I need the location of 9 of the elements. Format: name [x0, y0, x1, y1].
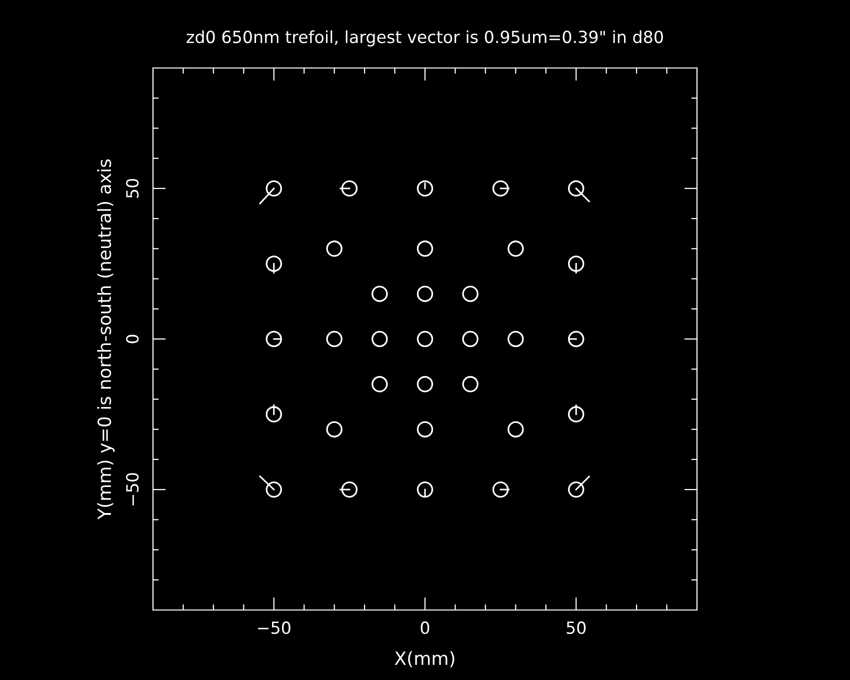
chart-title: zd0 650nm trefoil, largest vector is 0.95um=0.39" in d80 — [186, 30, 663, 46]
y-tick-label: −50 — [126, 473, 139, 506]
x-tick-label: −50 — [258, 621, 290, 634]
x-tick-label: 50 — [566, 621, 586, 634]
y-tick-label: 50 — [126, 178, 139, 198]
x-tick-label: 0 — [420, 621, 430, 634]
y-tick-label: 0 — [126, 334, 139, 344]
y-axis-title: Y(mm) y=0 is north-south (neutral) axis — [97, 159, 115, 520]
x-axis-title: X(mm) — [394, 651, 454, 668]
